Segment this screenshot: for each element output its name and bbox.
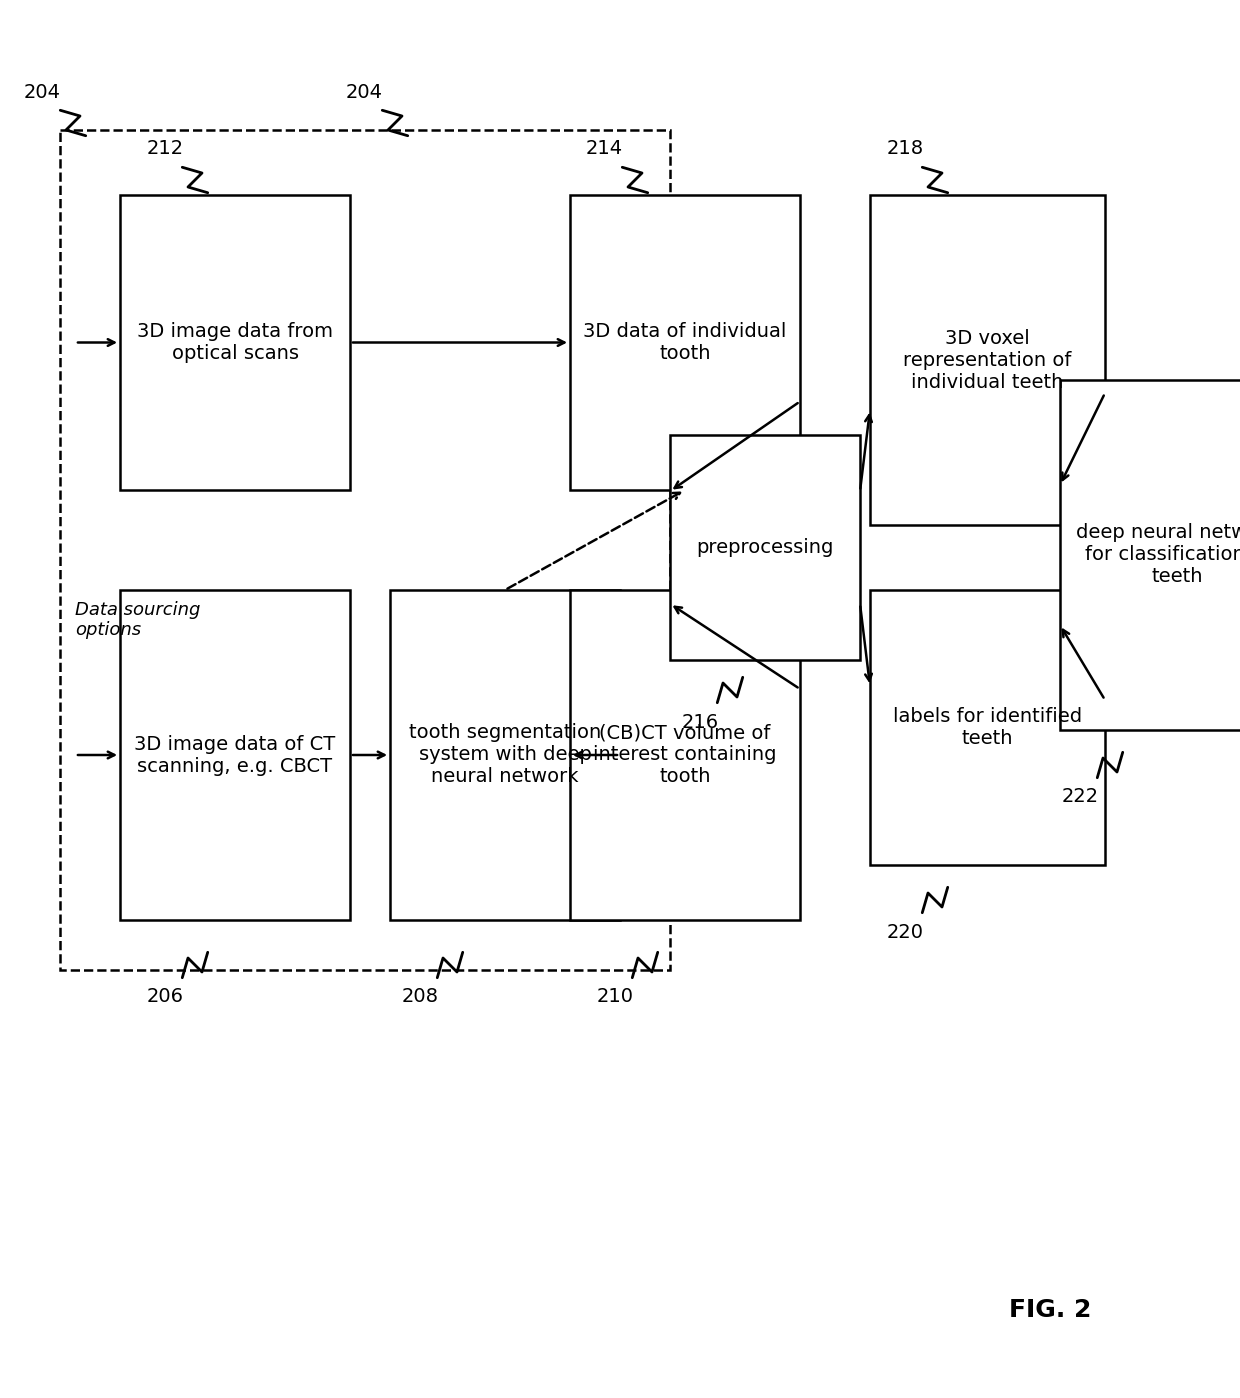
- Text: 204: 204: [346, 82, 382, 102]
- Text: Data sourcing
options: Data sourcing options: [74, 601, 201, 639]
- Text: 208: 208: [402, 987, 439, 1007]
- Bar: [1060, 380, 1240, 730]
- Bar: [870, 590, 1105, 865]
- Text: FIG. 2: FIG. 2: [1009, 1297, 1091, 1323]
- Text: 222: 222: [1061, 787, 1099, 807]
- Bar: [120, 194, 350, 491]
- Text: 218: 218: [887, 138, 924, 158]
- Text: 3D data of individual
tooth: 3D data of individual tooth: [583, 322, 786, 363]
- Bar: [391, 590, 620, 920]
- Text: 204: 204: [24, 82, 61, 102]
- Text: 212: 212: [146, 138, 184, 158]
- Text: 3D image data from
optical scans: 3D image data from optical scans: [136, 322, 334, 363]
- Text: 220: 220: [887, 923, 924, 941]
- Text: tooth segmentation
system with deep
neural network: tooth segmentation system with deep neur…: [409, 724, 601, 787]
- Text: 216: 216: [682, 713, 718, 731]
- Bar: [570, 194, 800, 491]
- Bar: [670, 435, 861, 660]
- Text: 210: 210: [596, 987, 634, 1007]
- Bar: [570, 590, 800, 920]
- Text: labels for identified
teeth: labels for identified teeth: [893, 707, 1083, 748]
- Text: 214: 214: [585, 138, 622, 158]
- Text: preprocessing: preprocessing: [697, 538, 833, 556]
- Bar: [120, 590, 350, 920]
- Bar: [60, 130, 670, 970]
- Text: 206: 206: [146, 987, 184, 1007]
- Text: (CB)CT volume of
interest containing
tooth: (CB)CT volume of interest containing too…: [593, 724, 776, 787]
- Text: deep neural network
for classification of
teeth: deep neural network for classification o…: [1076, 523, 1240, 587]
- Bar: [870, 194, 1105, 526]
- Text: 3D voxel
representation of
individual teeth: 3D voxel representation of individual te…: [903, 329, 1071, 391]
- Text: 3D image data of CT
scanning, e.g. CBCT: 3D image data of CT scanning, e.g. CBCT: [134, 734, 336, 776]
